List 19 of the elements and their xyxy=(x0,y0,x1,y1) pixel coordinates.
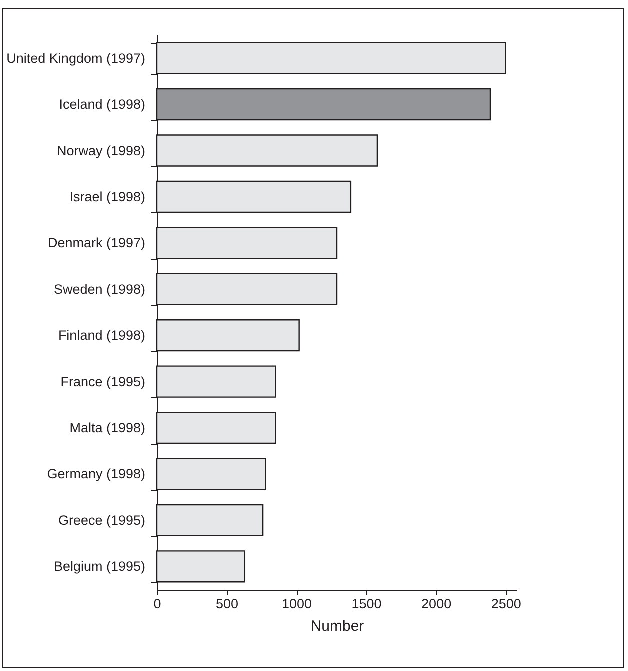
y-tick-label: Greece (1995) xyxy=(58,512,146,528)
y-tick-label: United Kingdom (1997) xyxy=(6,50,146,66)
x-tick-label: 0 xyxy=(154,596,162,612)
y-tick-label: Malta (1998) xyxy=(70,420,146,436)
x-axis-title: Number xyxy=(310,618,364,635)
y-tick-label: Belgium (1995) xyxy=(54,559,146,574)
y-tick-label: France (1995) xyxy=(60,374,146,390)
x-tick-label: 1500 xyxy=(352,596,382,612)
y-tick-label: Norway (1998) xyxy=(56,143,146,158)
y-tick-label: Iceland (1998) xyxy=(59,97,146,112)
x-tick-label: 2000 xyxy=(422,596,452,612)
x-tick-label: 500 xyxy=(216,596,239,612)
x-tick-label: 1000 xyxy=(282,596,312,612)
y-tick-label: Sweden (1998) xyxy=(54,282,146,297)
y-tick-label: Denmark (1997) xyxy=(48,236,146,251)
y-tick-label: Germany (1998) xyxy=(47,466,146,482)
y-tick-label: Israel (1998) xyxy=(70,189,146,204)
y-tick-label: Finland (1998) xyxy=(58,328,146,344)
x-tick-label: 2500 xyxy=(491,596,522,612)
